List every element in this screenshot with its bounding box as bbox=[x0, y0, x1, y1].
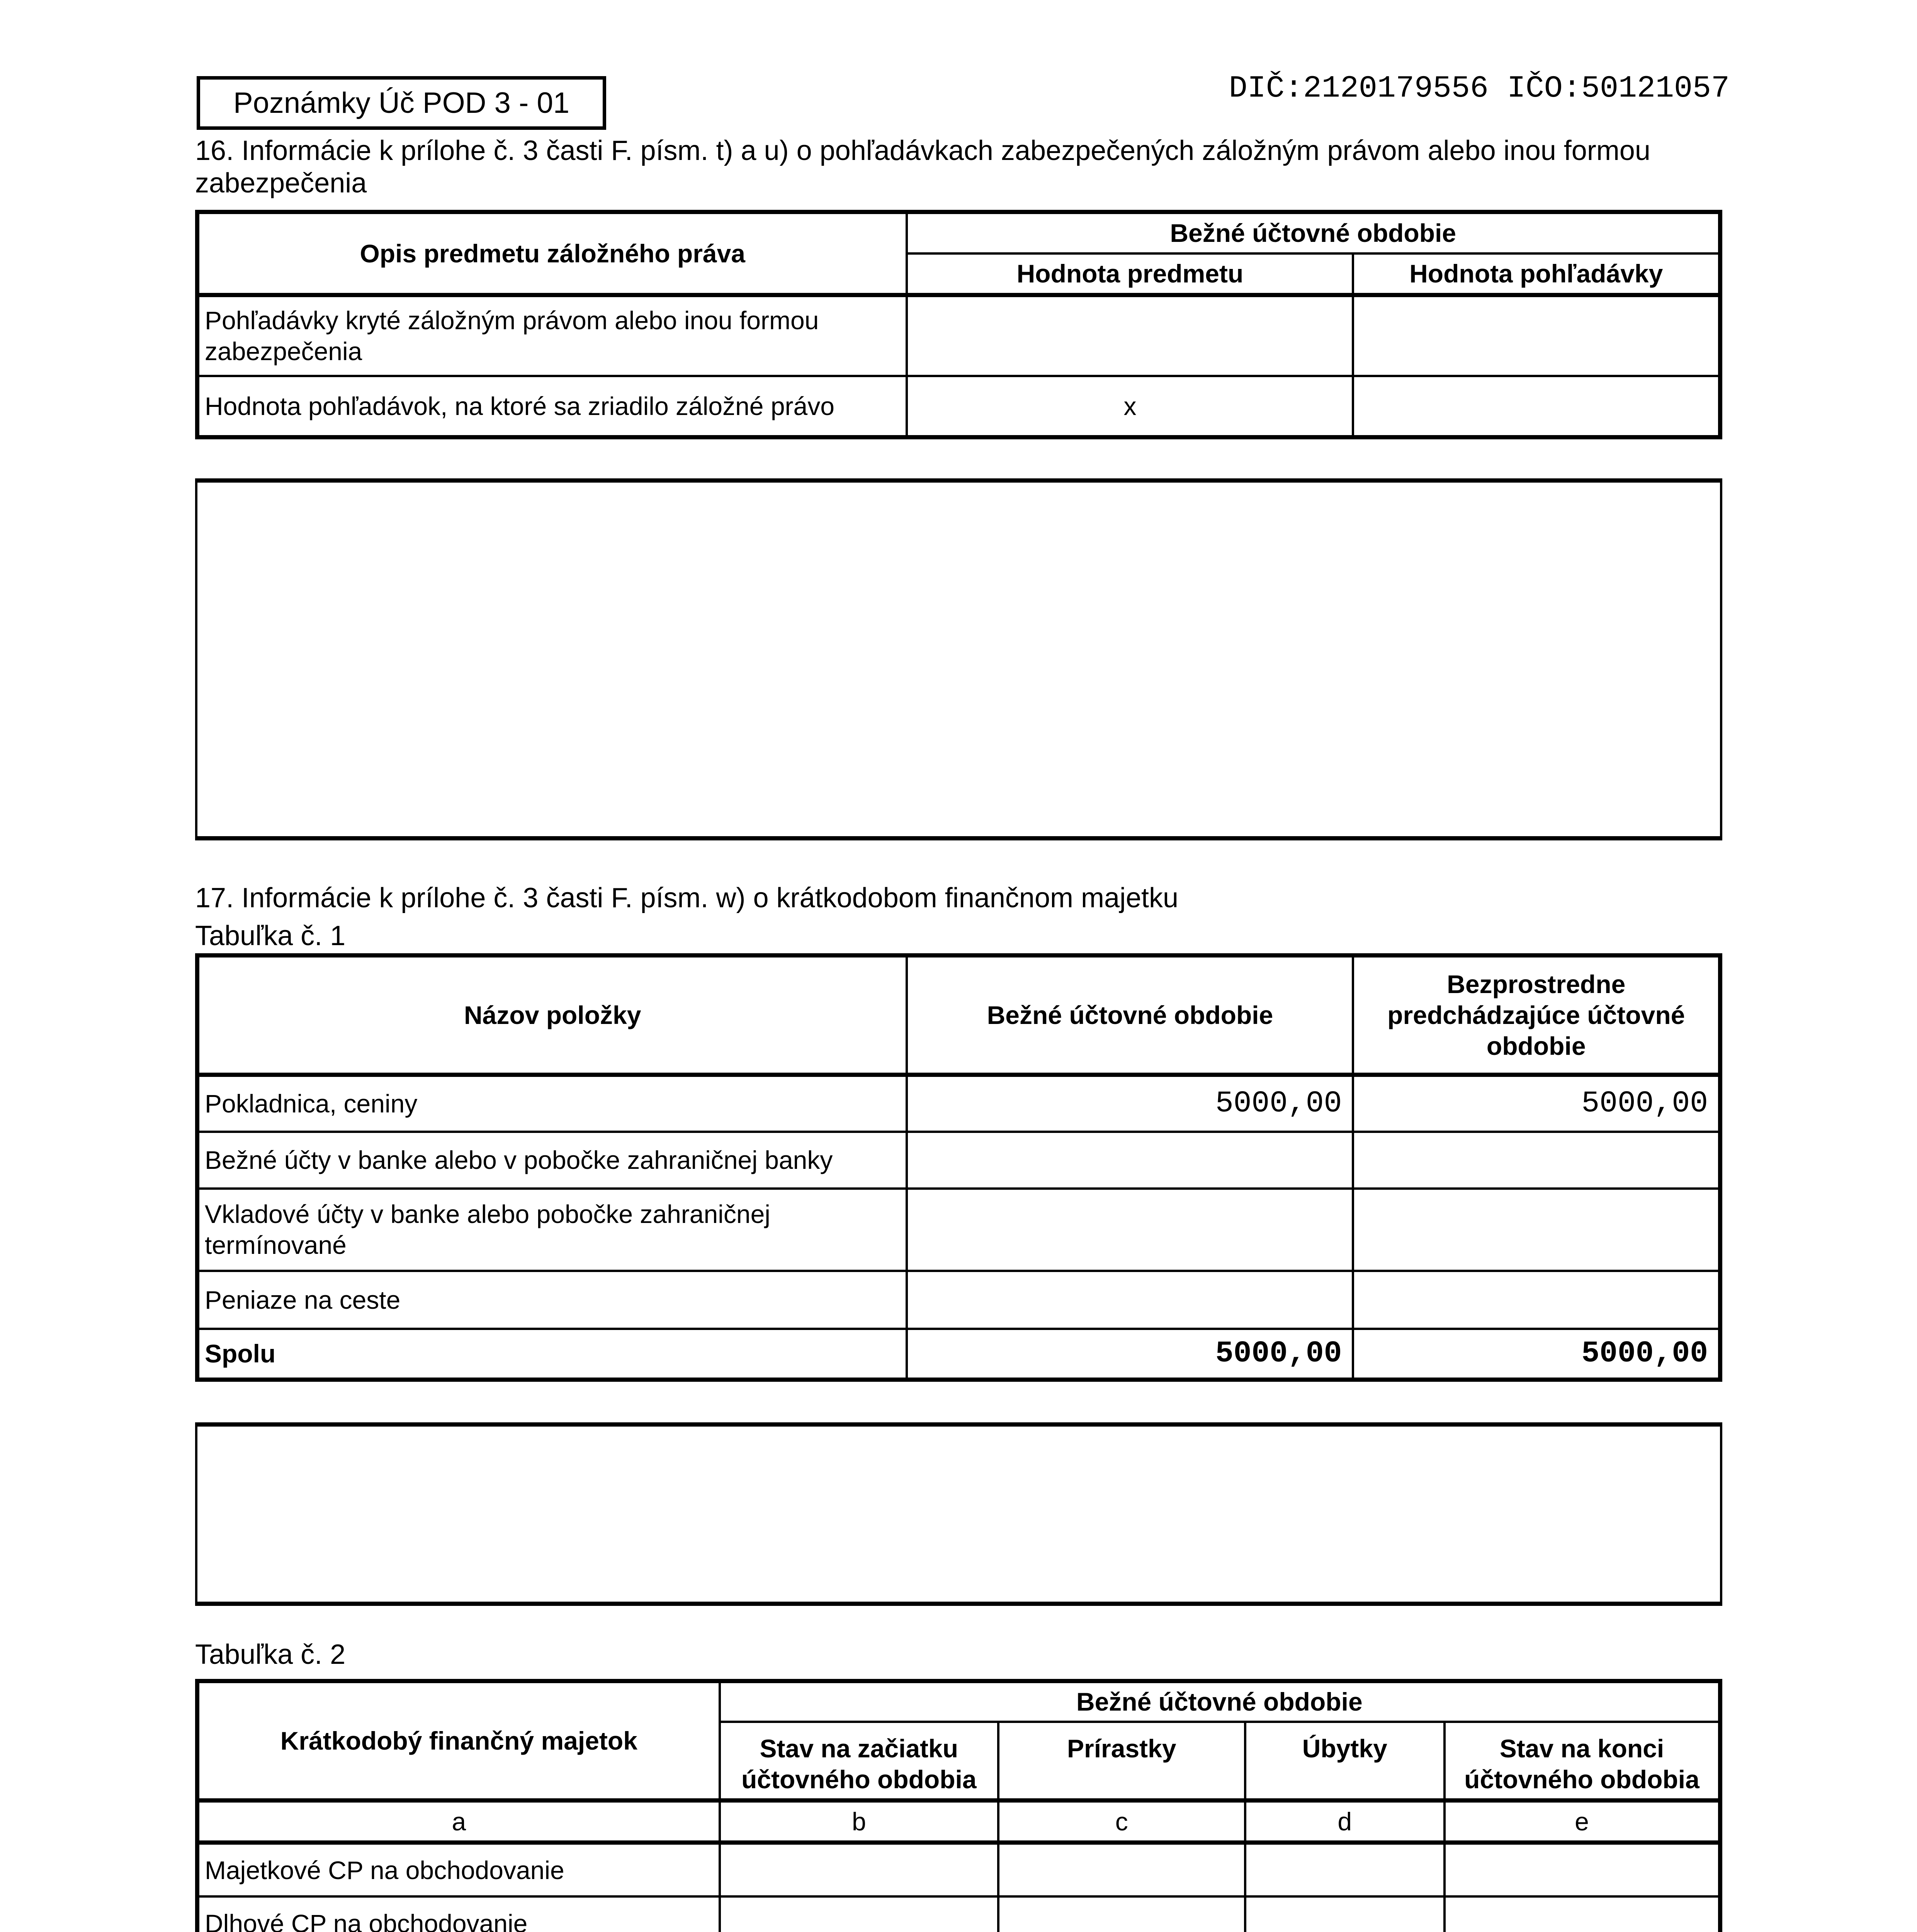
tax-id-line: DIČ:2120179556 IČO:50121057 bbox=[1229, 72, 1730, 106]
t1-row-current-value: 5000,00 bbox=[906, 1073, 1354, 1133]
t2-col-item-header: Krátkodobý finančný majetok bbox=[196, 1680, 721, 1803]
t1-row-current-value bbox=[906, 1130, 1354, 1190]
t1-row-label: Peniaze na ceste bbox=[196, 1269, 908, 1330]
t1-row-label: Pokladnica, ceniny bbox=[196, 1073, 908, 1133]
t1-row-current-value bbox=[906, 1187, 1354, 1272]
t2-col-end-header: Stav na konci účtovného obdobia bbox=[1443, 1720, 1722, 1803]
pledge-row-receivable-value bbox=[1352, 374, 1722, 439]
t2-col-disposals-header: Úbytky bbox=[1244, 1720, 1446, 1803]
t2-row-label: Majetkové CP na obchodovanie bbox=[196, 1841, 721, 1898]
t1-row-label: Bežné účty v banke alebo v pobočke zahra… bbox=[196, 1130, 908, 1190]
t2-period-header: Bežné účtovné obdobie bbox=[718, 1680, 1722, 1723]
form-identifier-label: Poznámky Úč POD 3 - 01 bbox=[233, 86, 570, 119]
t1-row-previous-value bbox=[1352, 1269, 1722, 1330]
section16-title: 16. Informácie k prílohe č. 3 časti F. p… bbox=[195, 135, 1650, 199]
t1-total-label: Spolu bbox=[196, 1327, 908, 1381]
t2-cell-start bbox=[718, 1895, 999, 1932]
notes-box-2 bbox=[195, 1422, 1722, 1606]
t1-total-current-value: 5000,00 bbox=[906, 1327, 1354, 1381]
table-row: Pohľadávky kryté záložným právom alebo i… bbox=[196, 294, 1722, 377]
dic-value: DIČ:2120179556 bbox=[1229, 71, 1489, 106]
short-term-assets-table-1: Názov položky Bežné účtovné obdobie Bezp… bbox=[195, 953, 1722, 1382]
pledge-row-label: Pohľadávky kryté záložným právom alebo i… bbox=[196, 294, 908, 377]
t1-row-previous-value bbox=[1352, 1130, 1722, 1190]
t1-row-previous-value: 5000,00 bbox=[1352, 1073, 1722, 1133]
table-row: Dlhové CP na obchodovanie bbox=[196, 1895, 1722, 1932]
t1-col-item-header: Názov položky bbox=[196, 954, 908, 1077]
t2-row-label: Dlhové CP na obchodovanie bbox=[196, 1895, 721, 1932]
table-row: Vkladové účty v banke alebo pobočke zahr… bbox=[196, 1187, 1722, 1272]
pledge-col-subject-header: Hodnota predmetu bbox=[906, 252, 1354, 297]
t1-col-current-header: Bežné účtovné obdobie bbox=[906, 954, 1354, 1077]
t2-cell-disposals bbox=[1244, 1895, 1446, 1932]
table-row: Bežné účty v banke alebo v pobočke zahra… bbox=[196, 1130, 1722, 1190]
t2-letter-c: c bbox=[997, 1799, 1246, 1845]
t2-cell-end bbox=[1443, 1841, 1722, 1898]
pledge-period-header: Bežné účtovné obdobie bbox=[906, 211, 1722, 255]
pledge-col-description-header: Opis predmetu záložného práva bbox=[196, 211, 908, 297]
section17-title: 17. Informácie k prílohe č. 3 časti F. p… bbox=[195, 883, 1179, 913]
t1-row-previous-value bbox=[1352, 1187, 1722, 1272]
table-row: Peniaze na ceste bbox=[196, 1269, 1722, 1330]
pledge-col-receivable-header: Hodnota pohľadávky bbox=[1352, 252, 1722, 297]
t2-letter-d: d bbox=[1244, 1799, 1446, 1845]
t2-letter-b: b bbox=[718, 1799, 999, 1845]
ico-value: IČO:50121057 bbox=[1507, 71, 1730, 106]
pledge-row-label: Hodnota pohľadávok, na ktoré sa zriadilo… bbox=[196, 374, 908, 439]
t2-cell-disposals bbox=[1244, 1841, 1446, 1898]
t1-total-row: Spolu 5000,00 5000,00 bbox=[196, 1327, 1722, 1381]
t1-col-previous-header: Bezprostredne predchádzajúce účtovné obd… bbox=[1352, 954, 1722, 1077]
pledge-row-subject-value: x bbox=[906, 374, 1354, 439]
pledge-row-receivable-value bbox=[1352, 294, 1722, 377]
t2-letter-a: a bbox=[196, 1799, 721, 1845]
table-row: Majetkové CP na obchodovanie bbox=[196, 1841, 1722, 1898]
t1-row-current-value bbox=[906, 1269, 1354, 1330]
table-row: Pokladnica, ceniny 5000,00 5000,00 bbox=[196, 1073, 1722, 1133]
t2-cell-start bbox=[718, 1841, 999, 1898]
pledge-table: Opis predmetu záložného práva Bežné účto… bbox=[195, 210, 1722, 439]
table1-caption: Tabuľka č. 1 bbox=[195, 920, 346, 951]
t2-letter-row: a b c d e bbox=[196, 1799, 1722, 1845]
t2-letter-e: e bbox=[1443, 1799, 1722, 1845]
table-row: Hodnota pohľadávok, na ktoré sa zriadilo… bbox=[196, 374, 1722, 439]
t2-col-additions-header: Prírastky bbox=[997, 1720, 1246, 1803]
short-term-assets-table-2: Krátkodobý finančný majetok Bežné účtovn… bbox=[195, 1679, 1722, 1932]
t1-row-label: Vkladové účty v banke alebo pobočke zahr… bbox=[196, 1187, 908, 1272]
table2-caption: Tabuľka č. 2 bbox=[195, 1639, 346, 1670]
form-identifier-badge: Poznámky Úč POD 3 - 01 bbox=[197, 76, 606, 130]
pledge-row-subject-value bbox=[906, 294, 1354, 377]
t2-cell-additions bbox=[997, 1895, 1246, 1932]
t1-total-previous-value: 5000,00 bbox=[1352, 1327, 1722, 1381]
t2-cell-additions bbox=[997, 1841, 1246, 1898]
notes-box-1 bbox=[195, 478, 1722, 840]
t2-cell-end bbox=[1443, 1895, 1722, 1932]
t2-col-start-header: Stav na začiatku účtovného obdobia bbox=[718, 1720, 999, 1803]
